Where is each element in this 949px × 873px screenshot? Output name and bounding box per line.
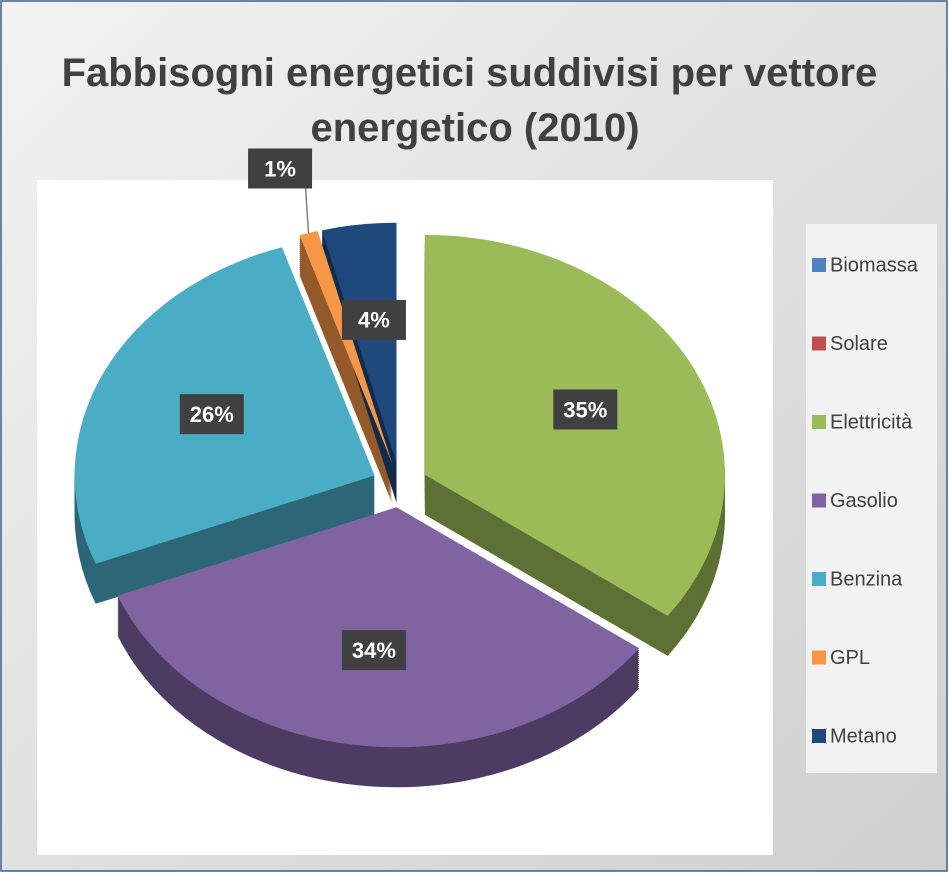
legend-swatch [812, 336, 826, 351]
data-label: 34% [352, 638, 396, 663]
legend-label: Gasolio [830, 490, 898, 512]
data-label-bg [248, 148, 313, 189]
legend-swatch [812, 415, 826, 429]
data-label-bg [553, 389, 618, 430]
legend-label: Biomassa [830, 254, 919, 276]
legend-swatch [812, 729, 826, 743]
legend-label: Metano [830, 725, 897, 747]
legend-swatch [812, 650, 826, 665]
legend-swatch [812, 258, 826, 272]
data-label: 1% [264, 156, 296, 181]
chart-title: Fabbisogni energetici suddivisi per vett… [62, 51, 889, 150]
slice [117, 507, 640, 748]
chart-title-line: energetico (2010) [310, 106, 639, 150]
chart-title-line: Fabbisogni energetici suddivisi per vett… [62, 51, 878, 95]
data-label: 35% [563, 397, 607, 422]
slice [321, 222, 397, 463]
legend-label: GPL [830, 647, 870, 669]
data-label-bg [341, 630, 406, 671]
legend-items: Biomassa Solare Elettricità Gasolio Benzina G… [812, 254, 919, 747]
legend-swatch [812, 572, 826, 586]
legend-label: Solare [830, 333, 888, 355]
data-labels: 35% 34% 26% 1% 4% [179, 148, 618, 671]
slice [299, 231, 393, 464]
data-label-bg [179, 394, 244, 435]
legend-label: Elettricità [830, 411, 913, 433]
leader-line [304, 180, 310, 234]
legend-label: Benzina [830, 568, 903, 590]
data-label: 4% [358, 308, 390, 333]
legend [806, 224, 937, 773]
legend-swatch [812, 493, 826, 508]
data-label: 26% [190, 402, 234, 427]
data-label-bg [341, 299, 406, 340]
